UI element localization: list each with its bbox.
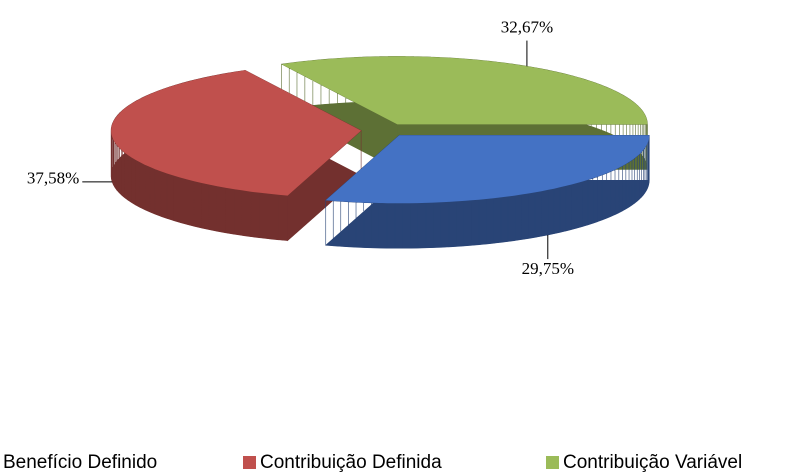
data-label: 32,67%: [501, 18, 553, 37]
legend-label: Benefício Definido: [3, 452, 157, 473]
slice: [325, 135, 650, 204]
legend: Benefício Definido Contribuição Definida C…: [3, 452, 742, 473]
slice: [281, 56, 648, 125]
legend-swatch: [546, 456, 559, 469]
pie: [110, 56, 650, 249]
data-label: 37,58%: [27, 169, 79, 188]
legend-swatch: [243, 456, 256, 469]
legend-label: Contribuição Variável: [563, 452, 742, 473]
slice: [111, 70, 362, 196]
legend-label: Contribuição Definida: [260, 452, 442, 473]
data-label: 29,75%: [522, 259, 574, 278]
labels: 29,75% 37,58% 32,67%: [27, 18, 574, 279]
